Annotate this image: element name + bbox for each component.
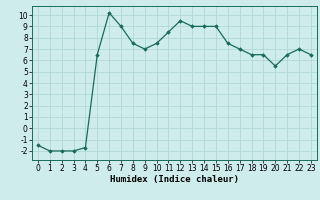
X-axis label: Humidex (Indice chaleur): Humidex (Indice chaleur) xyxy=(110,175,239,184)
